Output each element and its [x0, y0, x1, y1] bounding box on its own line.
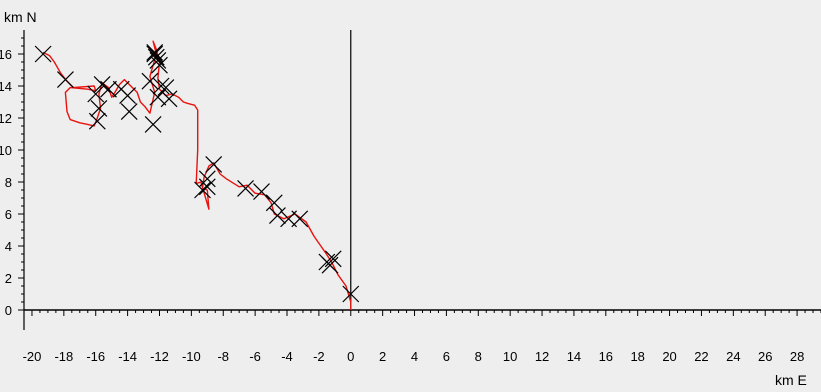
x-marker [194, 181, 211, 199]
y-tick-label: 14 [0, 79, 12, 94]
x-marker [119, 87, 137, 105]
track-line [42, 40, 352, 310]
x-marker [198, 170, 216, 188]
x-marker [34, 45, 52, 63]
x-marker [253, 183, 270, 201]
x-tick-label: -20 [23, 349, 42, 364]
x-tick-label: 16 [599, 349, 613, 364]
x-marker [198, 178, 216, 196]
y-tick-label: 4 [5, 239, 12, 254]
x-axis-label: km E [775, 372, 807, 388]
x-marker [269, 207, 286, 225]
x-tick-label: -2 [313, 349, 325, 364]
x-marker [146, 43, 164, 61]
x-tick-label: 26 [758, 349, 772, 364]
x-marker [157, 79, 175, 97]
ticks: -20 -18 -16 -14 -12 -10 -8 -6 -4 -2 0 2 4 6 8 10 12 14 16 1… [0, 37, 821, 364]
x-marker [141, 72, 159, 90]
x-tick-label: -8 [217, 349, 229, 364]
x-marker [146, 45, 164, 63]
x-marker [87, 85, 105, 103]
x-marker [120, 103, 138, 121]
x-marker [100, 80, 117, 98]
y-tick-label: 2 [5, 271, 12, 286]
x-tick-label: -4 [281, 349, 293, 364]
x-tick-label: -12 [150, 349, 169, 364]
x-marker [144, 115, 162, 133]
x-marker [149, 88, 167, 106]
x-marker [88, 112, 106, 130]
y-tick-label: 16 [0, 47, 12, 62]
y-axis-label: km N [4, 9, 37, 25]
x-tick-label: 0 [347, 349, 354, 364]
x-tick-label: 24 [726, 349, 740, 364]
x-tick-label: 12 [535, 349, 549, 364]
x-marker [160, 90, 178, 108]
x-tick-label: 6 [443, 349, 450, 364]
x-tick-label: 18 [630, 349, 644, 364]
x-marker [321, 256, 339, 274]
series-layer [34, 40, 360, 310]
y-tick-label: 10 [0, 143, 12, 158]
x-tick-label: -18 [54, 349, 73, 364]
y-tick-label: 0 [5, 303, 12, 318]
x-tick-label: 2 [379, 349, 386, 364]
x-tick-label: 14 [567, 349, 581, 364]
x-marker [205, 155, 223, 173]
x-marker [151, 56, 168, 74]
x-tick-label: 28 [790, 349, 804, 364]
x-tick-label: 4 [411, 349, 418, 364]
x-tick-label: 20 [662, 349, 676, 364]
y-tick-label: 8 [5, 175, 12, 190]
x-tick-label: -10 [182, 349, 201, 364]
x-marker [237, 179, 254, 197]
x-tick-label: 22 [694, 349, 708, 364]
x-marker [152, 77, 170, 95]
x-marker [342, 285, 360, 303]
x-tick-label: -16 [86, 349, 105, 364]
x-tick-label: -6 [249, 349, 261, 364]
x-tick-label: 10 [503, 349, 517, 364]
x-marker [265, 194, 283, 212]
x-tick-label: 8 [475, 349, 482, 364]
x-marker [324, 250, 342, 268]
y-tick-label: 12 [0, 111, 12, 126]
x-tick-label: -14 [118, 349, 137, 364]
x-marker [57, 71, 74, 89]
y-tick-label: 6 [5, 207, 12, 222]
x-marker [291, 210, 309, 228]
